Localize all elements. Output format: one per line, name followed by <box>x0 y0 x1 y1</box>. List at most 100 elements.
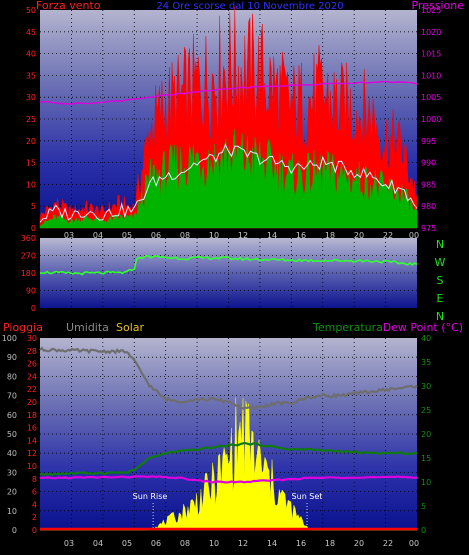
temperature-y-tick-label: 40 <box>421 334 431 343</box>
humidity-y-tick-label: 100 <box>2 334 17 343</box>
temperature-y-tick-label: 10 <box>421 478 431 487</box>
temperature-y-tick-label: 15 <box>421 454 431 463</box>
pressure-y-tick-label: 990 <box>421 159 436 168</box>
x-tick-label: 18 <box>325 539 335 548</box>
x-tick-label: 04 <box>93 539 103 548</box>
x-tick-label: 08 <box>180 539 190 548</box>
pressure-y-tick-label: 1005 <box>421 93 441 102</box>
humidity-y-tick-label: 90 <box>7 353 17 362</box>
x-tick-label: 12 <box>238 231 248 240</box>
direction-y-ticks: 0 90 180 270 360 <box>21 234 36 313</box>
x-tick-label: 14 <box>267 539 277 548</box>
x-tick-label: 20 <box>354 539 364 548</box>
humidity-label: Umidita <box>66 321 109 334</box>
rain-y-tick-label: 6 <box>32 488 37 497</box>
temperature-y-ticks: 0 5 10 15 20 25 30 35 40 <box>421 334 431 535</box>
solar-label: Solar <box>116 321 145 334</box>
climate-marks <box>39 346 418 531</box>
pressure-y-ticks: 975 980 985 990 995 1000 1005 1010 1015 1020 1025 <box>421 6 441 233</box>
wind-y-tick-label: 45 <box>26 28 36 37</box>
direction-y-tick-label: 90 <box>26 287 36 296</box>
rain-y-tick-label: 8 <box>32 475 37 484</box>
pressure-y-tick-label: 980 <box>421 202 436 211</box>
rain-y-tick-label: 26 <box>27 360 37 369</box>
rain-y-tick-label: 24 <box>27 372 37 381</box>
pressure-y-tick-label: 1015 <box>421 50 441 59</box>
rain-y-tick-label: 16 <box>27 424 37 433</box>
humidity-y-tick-label: 50 <box>7 430 17 439</box>
compass-w: W <box>435 256 446 269</box>
humidity-y-ticks: 0 10 20 30 40 50 60 70 80 90 100 <box>2 334 17 535</box>
rain-y-tick-label: 28 <box>27 347 37 356</box>
temperature-label: Temperatura <box>312 321 383 334</box>
x-tick-label: 06 <box>151 539 161 548</box>
x-tick-label: 05 <box>122 539 132 548</box>
x-tick-label: 08 <box>180 231 190 240</box>
rain-y-tick-label: 10 <box>27 462 37 471</box>
wind-x-ticks: 03 04 05 06 08 10 12 14 16 18 20 22 00 <box>64 231 419 240</box>
pressure-y-tick-label: 995 <box>421 137 436 146</box>
sunrise-annotation: Sun Rise <box>133 492 168 501</box>
pressure-y-tick-label: 1000 <box>421 115 441 124</box>
wind-mean-line <box>39 143 418 223</box>
rain-y-tick-label: 0 <box>32 526 37 535</box>
temperature-y-tick-label: 25 <box>421 406 431 415</box>
pressure-y-tick-label: 1025 <box>421 6 441 15</box>
rain-y-tick-label: 4 <box>32 500 37 509</box>
x-tick-label: 06 <box>151 231 161 240</box>
humidity-y-tick-label: 80 <box>7 372 17 381</box>
temperature-y-tick-label: 5 <box>421 502 426 511</box>
x-tick-label: 16 <box>296 231 306 240</box>
x-tick-label: 05 <box>122 231 132 240</box>
humidity-y-tick-label: 20 <box>7 488 17 497</box>
humidity-y-tick-label: 70 <box>7 392 17 401</box>
wind-y-tick-label: 40 <box>26 50 36 59</box>
x-tick-label: 22 <box>383 539 393 548</box>
compass-n-bottom: N <box>436 310 444 323</box>
rain-y-tick-label: 18 <box>27 411 37 420</box>
humidity-y-tick-label: 40 <box>7 449 17 458</box>
wind-y-tick-label: 25 <box>26 115 36 124</box>
temperature-y-tick-label: 0 <box>421 526 426 535</box>
humidity-y-tick-label: 30 <box>7 468 17 477</box>
x-tick-label: 18 <box>325 231 335 240</box>
wind-y-tick-label: 15 <box>26 159 36 168</box>
pressure-y-tick-label: 1020 <box>421 28 441 37</box>
wind-y-tick-label: 30 <box>26 93 36 102</box>
direction-marks <box>39 254 418 276</box>
humidity-y-tick-label: 60 <box>7 411 17 420</box>
pressure-line <box>39 80 418 105</box>
temperature-y-tick-label: 35 <box>421 358 431 367</box>
wind-speed-label: Forza vento <box>36 0 101 12</box>
wind-y-tick-label: 20 <box>26 137 36 146</box>
wind-y-tick-label: 10 <box>26 180 36 189</box>
sunset-annotation: Sun Set <box>292 492 323 501</box>
pressure-label: Pressione <box>412 0 465 12</box>
x-tick-label: 00 <box>409 539 419 548</box>
wind-y-tick-label: 35 <box>26 71 36 80</box>
x-tick-label: 04 <box>93 231 103 240</box>
rain-y-tick-label: 30 <box>27 334 37 343</box>
pressure-y-tick-label: 985 <box>421 180 436 189</box>
dewpoint-line <box>39 475 418 484</box>
chart-title: 24 Ore scorse dal 10 Novembre 2020 <box>156 1 343 12</box>
dewpoint-label: Dew Point (°C) <box>383 321 463 334</box>
x-tick-label: 10 <box>209 539 219 548</box>
rain-label: Pioggia <box>3 321 43 334</box>
temperature-y-tick-label: 20 <box>421 430 431 439</box>
x-tick-label: 03 <box>64 539 74 548</box>
compass-s: S <box>437 274 444 287</box>
humidity-y-tick-label: 0 <box>12 526 17 535</box>
rain-y-tick-label: 2 <box>32 513 37 522</box>
wind-y-tick-label: 0 <box>31 224 36 233</box>
temperature-y-tick-label: 30 <box>421 382 431 391</box>
rain-y-tick-label: 12 <box>27 449 37 458</box>
compass-n-top: N <box>436 238 444 251</box>
wind-y-tick-label: 5 <box>31 202 36 211</box>
wind-marks <box>39 6 418 229</box>
x-tick-label: 22 <box>383 231 393 240</box>
x-tick-label: 03 <box>64 231 74 240</box>
humidity-y-tick-label: 10 <box>7 507 17 516</box>
